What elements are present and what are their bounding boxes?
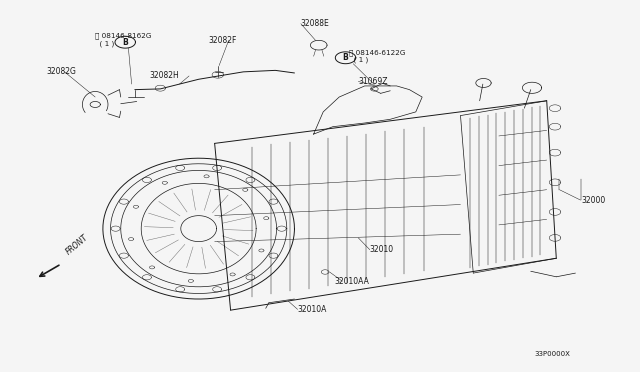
Text: 31069Z: 31069Z — [358, 77, 388, 86]
Text: FRONT: FRONT — [65, 233, 90, 256]
Text: 32010: 32010 — [370, 245, 394, 254]
Text: B: B — [122, 38, 128, 47]
Text: Ⓑ 08146-8162G
  ( 1 ): Ⓑ 08146-8162G ( 1 ) — [95, 33, 152, 46]
Text: 33P0000X: 33P0000X — [534, 351, 570, 357]
Text: 32088E: 32088E — [301, 19, 330, 28]
Text: 32082F: 32082F — [208, 36, 237, 45]
Text: 32082G: 32082G — [47, 67, 77, 76]
Text: 32010AA: 32010AA — [335, 277, 369, 286]
Text: 32010A: 32010A — [298, 305, 327, 314]
Text: 32000: 32000 — [582, 196, 606, 205]
Text: 32082H: 32082H — [150, 71, 179, 80]
Text: B: B — [342, 53, 348, 62]
Text: Ⓑ 08146-6122G
  ( 1 ): Ⓑ 08146-6122G ( 1 ) — [349, 49, 405, 63]
